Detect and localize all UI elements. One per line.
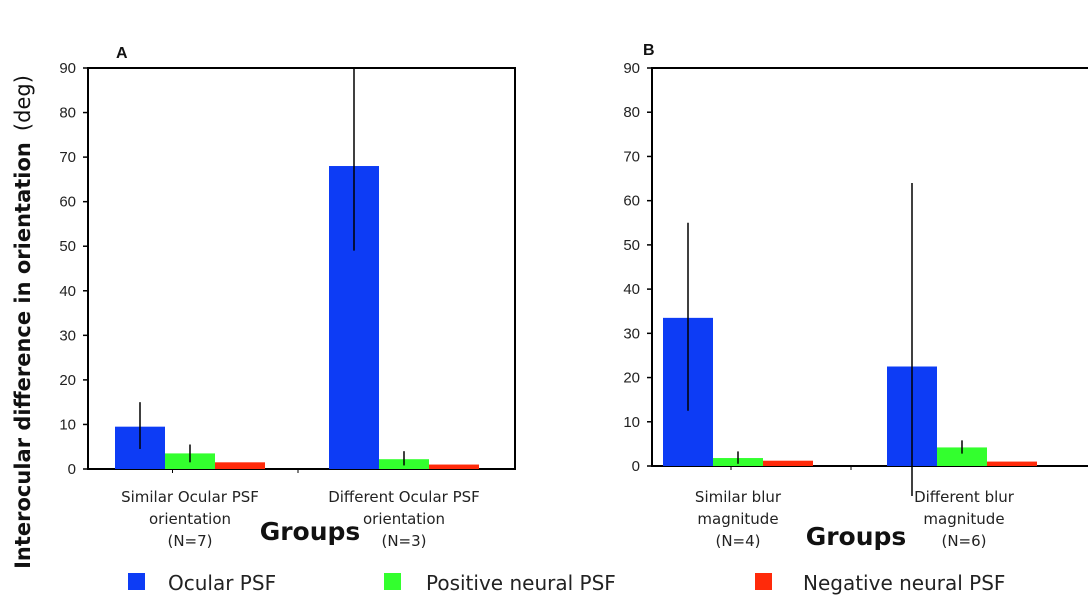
bar-negative-neural-psf: [215, 462, 265, 469]
y-tick-label: 60: [59, 194, 76, 211]
legend-swatch: [384, 573, 401, 590]
y-tick-label: 80: [59, 105, 76, 122]
y-tick-label: 30: [623, 325, 640, 342]
category-label-line: (N=4): [715, 532, 760, 550]
y-axis-label-unit: (deg): [11, 75, 35, 131]
category-label: Similar blur magnitude (N=4): [695, 488, 782, 550]
y-axis-label-main: Interocular difference in orientation: [11, 142, 35, 569]
panel-label: A: [116, 45, 128, 62]
y-tick-label: 90: [623, 60, 640, 77]
y-tick-label: 80: [623, 104, 640, 121]
legend-label: Ocular PSF: [168, 571, 276, 595]
plot-frame: [651, 67, 1088, 467]
legend-item: Ocular PSF: [128, 571, 276, 595]
legend-label: Negative neural PSF: [803, 571, 1005, 595]
legend-item: Positive neural PSF: [384, 571, 616, 595]
y-tick-label: 90: [59, 60, 76, 77]
y-tick-label: 30: [59, 327, 76, 344]
y-tick-label: 0: [68, 461, 76, 478]
y-tick-label: 10: [623, 414, 640, 431]
x-axis-label: Groups: [806, 522, 907, 551]
bar-negative-neural-psf: [987, 461, 1037, 466]
bar-negative-neural-psf: [429, 464, 479, 469]
category-label: Different Ocular PSF orientation (N=3): [328, 488, 480, 550]
legend: Ocular PSF Positive neural PSF Negative ne…: [128, 571, 1005, 595]
y-tick-label: 40: [59, 283, 76, 300]
svg-text:Interocular difference in orie: Interocular difference in orientation (d…: [11, 75, 35, 569]
category-label-line: (N=3): [381, 532, 426, 550]
y-tick-label: 0: [632, 458, 640, 475]
category-label-line: (N=7): [167, 532, 212, 550]
y-tick-label: 50: [59, 238, 76, 255]
category-label-line: Different blur: [914, 488, 1015, 506]
legend-item: Negative neural PSF: [755, 571, 1005, 595]
panel-label: B: [643, 42, 655, 59]
category-label: Similar Ocular PSF orientation (N=7): [121, 488, 259, 550]
y-axis-label: Interocular difference in orientation (d…: [11, 75, 35, 569]
x-axis-label: Groups: [260, 517, 361, 546]
y-tick-label: 20: [59, 372, 76, 389]
y-tick-label: 20: [623, 370, 640, 387]
category-label: Different blur magnitude (N=6): [914, 488, 1015, 550]
y-tick-label: 60: [623, 193, 640, 210]
legend-label: Positive neural PSF: [426, 571, 616, 595]
y-tick-label: 40: [623, 281, 640, 298]
category-label-line: magnitude: [923, 510, 1004, 528]
panel-B: 0 10 20 30 40 50 60 70 80 90 Similar blur magnitude…: [623, 42, 1088, 551]
category-label-line: magnitude: [697, 510, 778, 528]
y-tick-label: 70: [59, 149, 76, 166]
category-label-line: Different Ocular PSF: [328, 488, 480, 506]
panel-A: 0 10 20 30 40 50 60 70 80 90 Similar Ocular PSF ori…: [59, 45, 516, 550]
legend-swatch: [755, 573, 772, 590]
plot-frame: [87, 67, 516, 470]
bar-negative-neural-psf: [763, 460, 813, 466]
y-tick-label: 10: [59, 416, 76, 433]
category-label-line: orientation: [363, 510, 445, 528]
category-label-line: (N=6): [941, 532, 986, 550]
category-label-line: Similar Ocular PSF: [121, 488, 259, 506]
bar-positive-neural-psf: [937, 447, 987, 466]
category-label-line: Similar blur: [695, 488, 782, 506]
category-label-line: orientation: [149, 510, 231, 528]
legend-swatch: [128, 573, 145, 590]
y-tick-label: 50: [623, 237, 640, 254]
y-tick-label: 70: [623, 148, 640, 165]
